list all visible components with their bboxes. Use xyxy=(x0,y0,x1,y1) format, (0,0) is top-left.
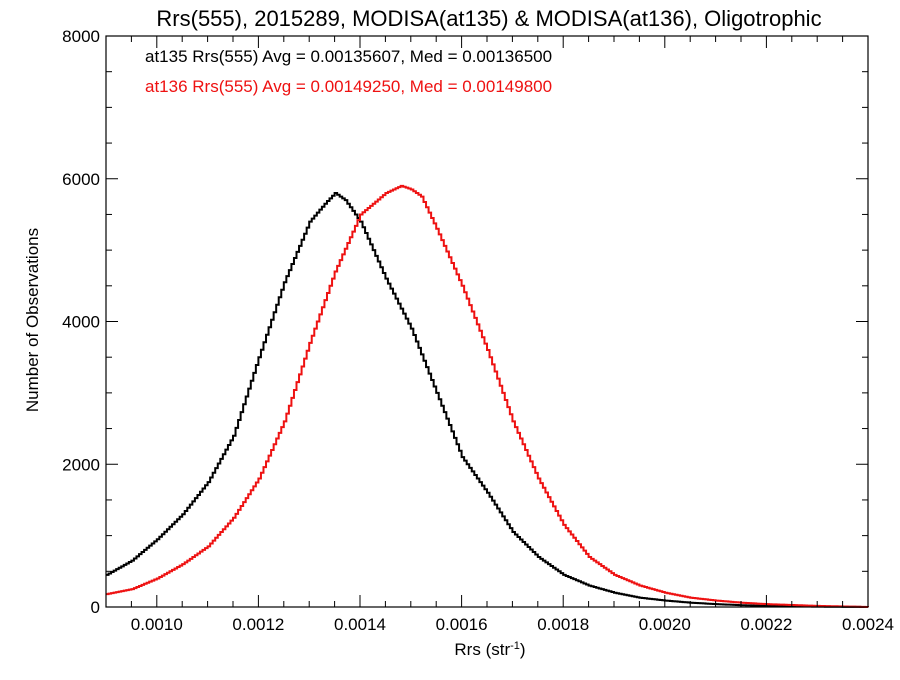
plot-area: 0.0010 0.0012 0.0014 0.0016 0.0018 0.0020 0.00… xyxy=(62,27,894,634)
y-tick-label: 2000 xyxy=(62,455,100,474)
x-tick-label: 0.0016 xyxy=(436,615,488,634)
x-tick-label: 0.0010 xyxy=(131,615,183,634)
x-tick-label: 0.0012 xyxy=(232,615,284,634)
x-tick-label: 0.0018 xyxy=(537,615,589,634)
y-tick-label: 8000 xyxy=(62,27,100,46)
y-axis-label: Number of Observations xyxy=(23,228,42,412)
x-axis-label-main: Rrs (str xyxy=(454,640,510,659)
histogram-series-0 xyxy=(106,192,869,608)
plot-frame xyxy=(105,35,869,608)
histogram-series-1 xyxy=(106,184,869,608)
x-axis-label: Rrs (str-1) xyxy=(454,640,525,659)
x-axis-label-end: ) xyxy=(520,640,526,659)
annotation-at135: at135 Rrs(555) Avg = 0.00135607, Med = 0… xyxy=(145,47,552,66)
y-tick-label: 6000 xyxy=(62,170,100,189)
x-tick-label: 0.0020 xyxy=(639,615,691,634)
x-tick-label: 0.0022 xyxy=(740,615,792,634)
chart-title: Rrs(555), 2015289, MODISA(at135) & MODIS… xyxy=(156,6,821,31)
x-tick-label: 0.0014 xyxy=(334,615,386,634)
x-axis-label-sup: -1 xyxy=(510,640,520,652)
y-tick-label: 4000 xyxy=(62,313,100,332)
annotation-at136: at136 Rrs(555) Avg = 0.00149250, Med = 0… xyxy=(145,77,552,96)
y-tick-label: 0 xyxy=(91,598,100,617)
x-tick-label: 0.0024 xyxy=(842,615,894,634)
